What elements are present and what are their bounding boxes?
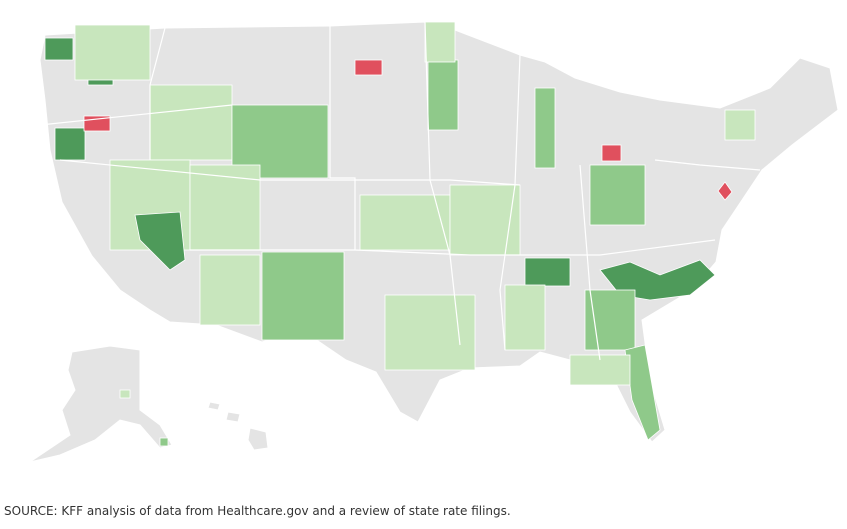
border xyxy=(654,159,761,171)
region xyxy=(589,164,646,226)
border xyxy=(59,159,521,186)
border xyxy=(149,27,166,160)
region xyxy=(624,344,661,441)
region xyxy=(159,437,169,447)
region xyxy=(231,104,329,179)
region xyxy=(54,127,86,161)
region xyxy=(424,21,456,63)
state-borders xyxy=(39,21,761,361)
region xyxy=(504,284,546,351)
region xyxy=(427,59,459,131)
region xyxy=(189,164,261,251)
region xyxy=(134,211,186,271)
region xyxy=(584,289,636,351)
region xyxy=(119,389,131,399)
region xyxy=(449,184,521,256)
region xyxy=(717,181,733,201)
region xyxy=(384,294,476,371)
us-county-map xyxy=(29,21,839,463)
region xyxy=(74,24,151,81)
source-note: SOURCE: KFF analysis of data from Health… xyxy=(4,504,511,518)
hawaii-2 xyxy=(225,411,241,423)
region xyxy=(724,109,756,141)
border xyxy=(424,21,461,346)
border xyxy=(39,104,233,126)
alaska xyxy=(29,345,173,463)
hawaii-3 xyxy=(247,427,269,451)
region xyxy=(534,87,556,169)
border xyxy=(579,164,601,361)
region xyxy=(524,257,571,287)
region xyxy=(149,84,233,161)
hawaii-1 xyxy=(207,401,221,411)
region xyxy=(601,144,622,162)
region xyxy=(199,254,261,326)
border xyxy=(499,54,521,351)
county-shading xyxy=(44,21,756,447)
region xyxy=(44,37,74,61)
border xyxy=(190,239,716,256)
border xyxy=(329,26,356,250)
region xyxy=(261,251,345,341)
region xyxy=(354,59,383,76)
